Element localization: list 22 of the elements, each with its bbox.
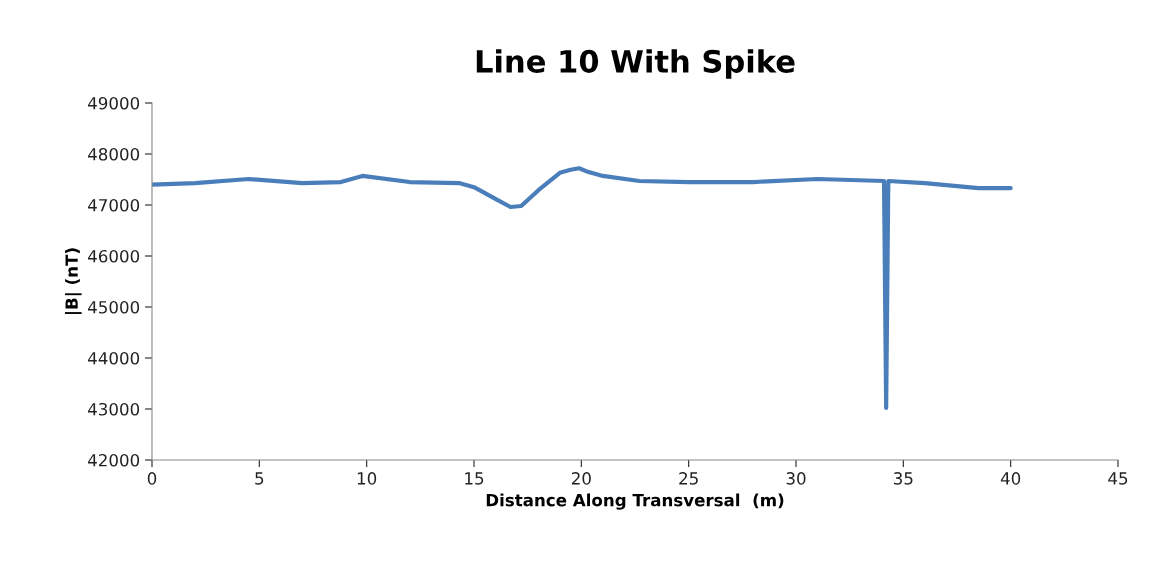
x-axis-title: Distance Along Transversal (m) [486,493,784,510]
x-tick-label: 5 [255,472,264,485]
x-tick-label: 30 [786,472,806,485]
y-tick-label: 47000 [87,198,140,212]
y-tick-label: 44000 [87,351,140,365]
chart-title: Line 10 With Spike [476,49,795,79]
x-tick-label: 45 [1108,472,1128,485]
x-tick-label: 25 [679,472,698,485]
y-tick-label: 43000 [87,402,140,416]
line-series [152,166,1013,411]
x-tick-label: 0 [147,472,157,485]
y-tick-label: 48000 [87,147,140,161]
x-tick-label: 40 [1000,472,1021,485]
x-tick-label: 35 [894,472,913,485]
y-tick-label: 45000 [87,300,140,314]
x-tick-label: 15 [465,472,484,485]
y-tick-label: 42000 [87,453,140,467]
y-axis-title: |B| (nT) [64,248,82,314]
x-tick-label: 20 [571,472,591,485]
y-tick-label: 49000 [87,96,140,110]
y-tick-label: 46000 [87,249,140,263]
x-tick-label: 10 [357,472,377,485]
